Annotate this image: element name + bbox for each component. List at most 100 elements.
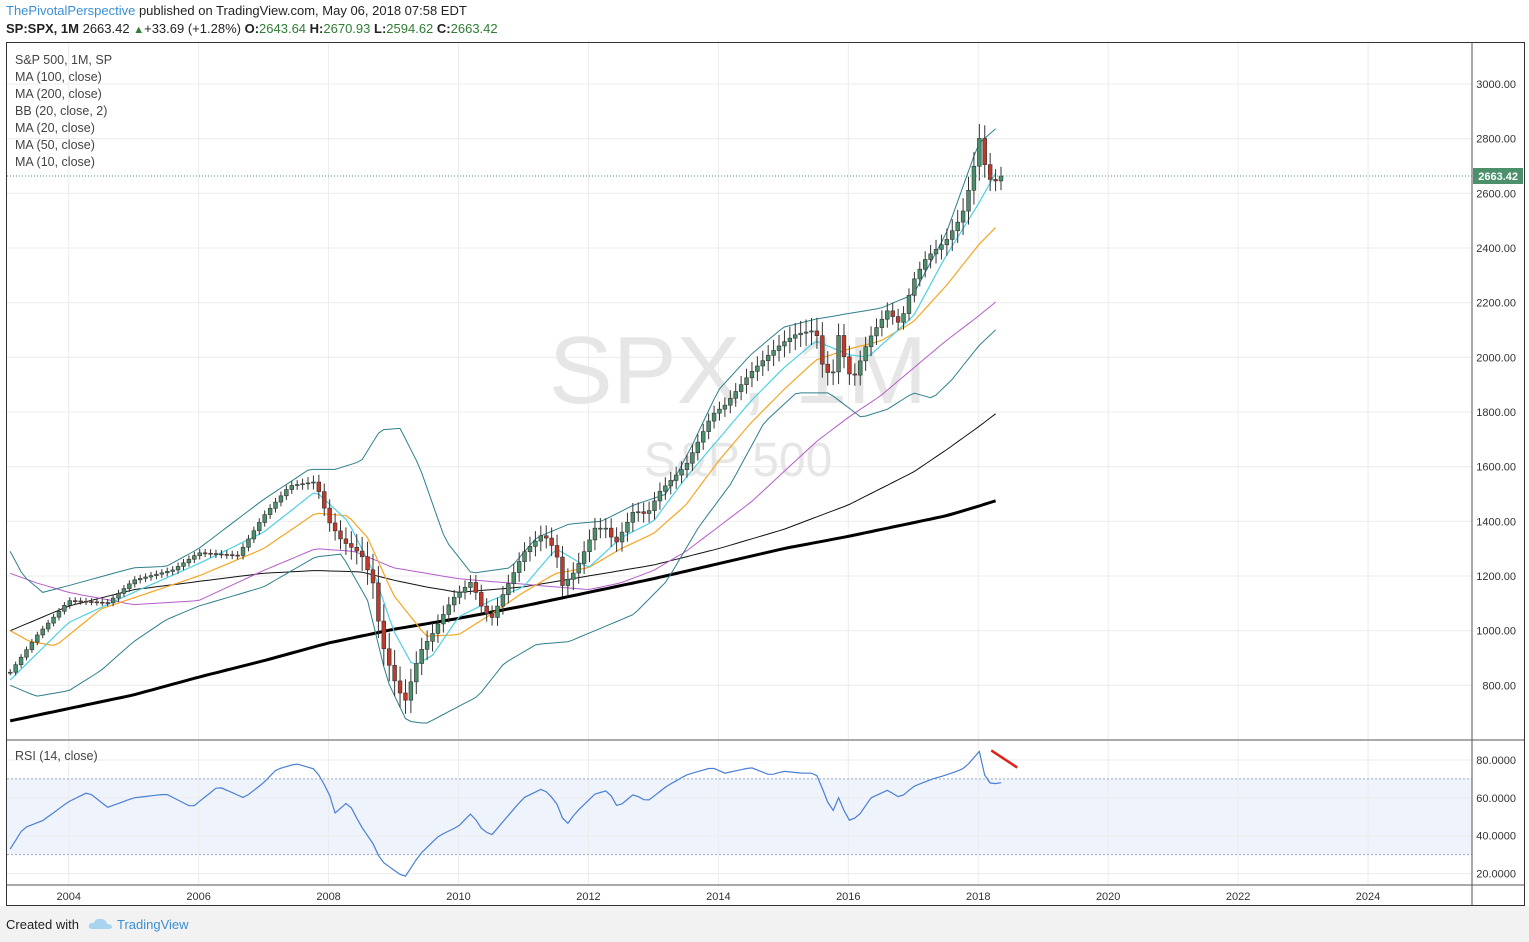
- candle-body[interactable]: [354, 546, 359, 552]
- candle-body[interactable]: [971, 165, 977, 191]
- candle-body[interactable]: [435, 623, 441, 634]
- candle-body[interactable]: [349, 543, 354, 548]
- candle-body[interactable]: [154, 573, 159, 576]
- candle-body[interactable]: [744, 377, 749, 385]
- candle-body[interactable]: [966, 189, 971, 212]
- candle-body[interactable]: [387, 648, 392, 666]
- candle-body[interactable]: [208, 552, 213, 555]
- candle-body[interactable]: [679, 469, 684, 476]
- candle-body[interactable]: [646, 510, 652, 514]
- candle-body[interactable]: [94, 601, 100, 604]
- candle-body[interactable]: [35, 634, 40, 643]
- candle-body[interactable]: [24, 649, 29, 658]
- candle-body[interactable]: [100, 601, 105, 604]
- candle-body[interactable]: [451, 596, 457, 606]
- candle-body[interactable]: [852, 373, 858, 376]
- candle-body[interactable]: [782, 341, 787, 347]
- candle-body[interactable]: [192, 555, 197, 560]
- candle-body[interactable]: [803, 331, 809, 334]
- candle-body[interactable]: [495, 605, 500, 618]
- candle-body[interactable]: [619, 531, 625, 543]
- candle-body[interactable]: [224, 554, 229, 556]
- candle-body[interactable]: [29, 641, 35, 650]
- candle-body[interactable]: [500, 594, 506, 607]
- candle-body[interactable]: [73, 600, 78, 602]
- candle-body[interactable]: [8, 671, 13, 674]
- candle-body[interactable]: [657, 490, 663, 502]
- candle-body[interactable]: [939, 244, 944, 250]
- candle-body[interactable]: [105, 602, 110, 604]
- candle-body[interactable]: [365, 556, 370, 571]
- candle-body[interactable]: [977, 138, 982, 167]
- candle-body[interactable]: [755, 365, 760, 372]
- candle-body[interactable]: [598, 527, 603, 530]
- candle-body[interactable]: [571, 572, 576, 580]
- candle-body[interactable]: [51, 616, 56, 624]
- candle-body[interactable]: [841, 335, 847, 358]
- candle-body[interactable]: [13, 664, 18, 673]
- candle-body[interactable]: [592, 527, 598, 541]
- candle-body[interactable]: [397, 680, 403, 694]
- candle-body[interactable]: [45, 622, 51, 630]
- candle-body[interactable]: [906, 295, 912, 314]
- candle-body[interactable]: [549, 537, 554, 546]
- candle-body[interactable]: [257, 522, 262, 532]
- candle-body[interactable]: [316, 481, 322, 492]
- candle-body[interactable]: [587, 539, 592, 553]
- candle-body[interactable]: [235, 554, 240, 557]
- candle-body[interactable]: [127, 583, 132, 589]
- candle-body[interactable]: [78, 600, 83, 603]
- candle-body[interactable]: [202, 552, 208, 555]
- candle-body[interactable]: [982, 138, 987, 165]
- candle-body[interactable]: [825, 363, 830, 373]
- candle-body[interactable]: [289, 485, 294, 490]
- candle-body[interactable]: [684, 462, 690, 470]
- candle-body[interactable]: [690, 452, 695, 464]
- candle-body[interactable]: [462, 587, 468, 593]
- candle-body[interactable]: [359, 550, 365, 558]
- candle-body[interactable]: [219, 553, 224, 556]
- candle-body[interactable]: [110, 597, 116, 604]
- candle-body[interactable]: [370, 569, 376, 584]
- candle-body[interactable]: [874, 327, 879, 337]
- candle-body[interactable]: [652, 500, 657, 511]
- candle-body[interactable]: [197, 552, 202, 556]
- candle-body[interactable]: [83, 600, 89, 603]
- candle-body[interactable]: [668, 480, 673, 487]
- candle-body[interactable]: [923, 259, 928, 270]
- candle-body[interactable]: [457, 592, 462, 598]
- candle-body[interactable]: [863, 346, 868, 362]
- candle-body[interactable]: [787, 337, 793, 342]
- candle-body[interactable]: [576, 563, 581, 574]
- tradingview-brand-link[interactable]: TradingView: [117, 917, 189, 932]
- candle-body[interactable]: [554, 545, 560, 558]
- candle-body[interactable]: [809, 330, 814, 333]
- legend-rsi[interactable]: RSI (14, close): [15, 749, 98, 763]
- candle-body[interactable]: [944, 239, 950, 246]
- candle-body[interactable]: [143, 576, 148, 579]
- author-link[interactable]: ThePivotalPerspective: [6, 3, 136, 18]
- candle-body[interactable]: [148, 575, 154, 578]
- candle-body[interactable]: [717, 408, 722, 414]
- candle-body[interactable]: [181, 562, 186, 567]
- candle-body[interactable]: [641, 511, 646, 514]
- candle-body[interactable]: [858, 360, 863, 376]
- candle-body[interactable]: [581, 551, 587, 564]
- candle-body[interactable]: [760, 360, 765, 367]
- candle-body[interactable]: [533, 540, 538, 547]
- candle-body[interactable]: [993, 179, 998, 182]
- candle-body[interactable]: [18, 656, 24, 665]
- candle-body[interactable]: [230, 554, 235, 557]
- candle-body[interactable]: [116, 593, 121, 599]
- candle-body[interactable]: [933, 249, 939, 255]
- legend-bb[interactable]: BB (20, close, 2): [15, 104, 108, 118]
- candle-body[interactable]: [343, 538, 349, 544]
- candle-body[interactable]: [165, 571, 170, 574]
- candle-body[interactable]: [186, 558, 192, 564]
- candle-body[interactable]: [132, 579, 137, 585]
- candle-body[interactable]: [544, 535, 549, 539]
- candle-body[interactable]: [711, 412, 717, 422]
- candle-body[interactable]: [170, 569, 175, 572]
- candle-body[interactable]: [728, 398, 733, 406]
